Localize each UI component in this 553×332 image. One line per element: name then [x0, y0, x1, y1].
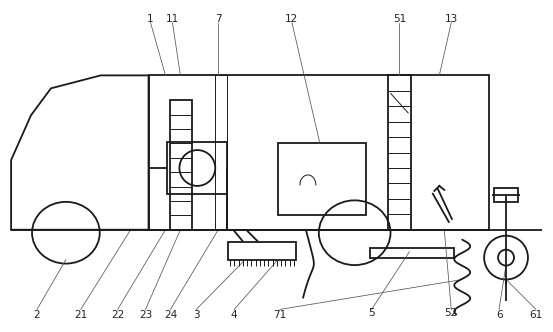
Bar — [215, 75, 227, 230]
Text: 6: 6 — [495, 310, 502, 320]
Text: 22: 22 — [111, 310, 124, 320]
Text: 3: 3 — [193, 310, 200, 320]
Bar — [494, 188, 518, 202]
Text: 24: 24 — [164, 310, 177, 320]
Text: 51: 51 — [393, 14, 406, 24]
Bar — [168, 142, 227, 194]
Text: 2: 2 — [34, 310, 40, 320]
Bar — [228, 242, 296, 260]
Text: 23: 23 — [139, 310, 152, 320]
Bar — [149, 75, 489, 230]
Text: 4: 4 — [231, 310, 237, 320]
Bar — [388, 75, 411, 230]
Text: 1: 1 — [147, 14, 154, 24]
Bar — [170, 100, 192, 230]
Text: 52: 52 — [445, 308, 458, 318]
Bar — [369, 248, 454, 258]
Text: 11: 11 — [166, 14, 179, 24]
Text: 13: 13 — [445, 14, 458, 24]
Text: 7: 7 — [215, 14, 222, 24]
Text: 12: 12 — [285, 14, 299, 24]
Text: 5: 5 — [368, 308, 375, 318]
Text: 21: 21 — [74, 310, 87, 320]
Bar — [278, 143, 366, 215]
Text: 61: 61 — [529, 310, 542, 320]
Text: 71: 71 — [273, 310, 286, 320]
